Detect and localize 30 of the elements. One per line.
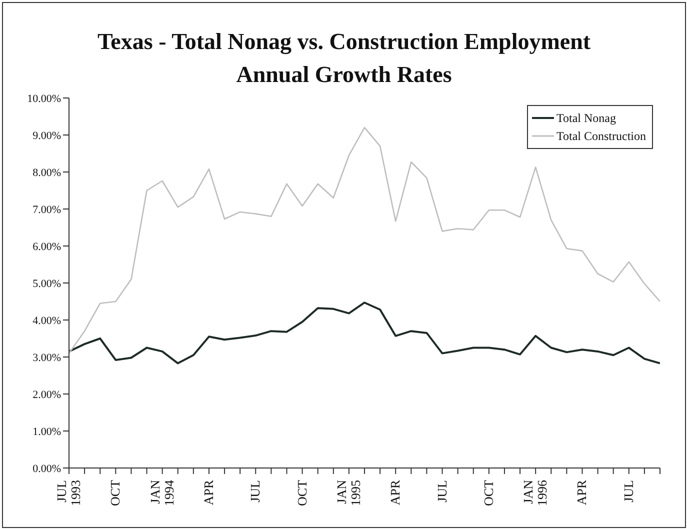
x-tick-label: JUL [620, 480, 636, 502]
x-tick-label: JAN 1995 [334, 479, 363, 506]
chart-title: Texas - Total Nonag vs. Construction Employment [96, 28, 592, 56]
x-tick-label: APR [388, 480, 403, 506]
legend-label: Total Construction [556, 128, 646, 145]
x-tick-label: JAN 1996 [520, 479, 550, 506]
y-tick-label: 7.00% [32, 204, 61, 216]
x-tick-label: JUL [434, 480, 450, 502]
chart-subtitle: Annual Growth Rates [235, 61, 453, 89]
x-tick-label: OCT [108, 480, 123, 506]
y-tick-label: 6.00% [32, 240, 61, 253]
line-series [69, 126, 660, 354]
y-tick-label: 8.00% [32, 166, 61, 179]
y-tick-label: 9.00% [32, 130, 61, 142]
y-tick-label: 4.00% [32, 314, 61, 327]
y-tick-label: 10.00% [27, 92, 61, 105]
x-tick-label: JAN 1994 [147, 479, 176, 506]
x-tick-label: APR [574, 480, 590, 506]
line-series [69, 302, 660, 364]
y-tick-label: 5.00% [32, 278, 61, 290]
x-tick-label: APR [200, 480, 216, 506]
y-tick-label: 1.00% [32, 426, 61, 438]
x-tick-label: JUL [248, 480, 263, 502]
legend-label: Total Nonag [556, 110, 616, 127]
y-tick-label: 3.00% [32, 352, 61, 364]
y-tick-label: 2.00% [32, 388, 61, 401]
x-tick-label: OCT [294, 480, 310, 506]
x-tick-label: JUL 1993 [54, 480, 83, 506]
y-tick-label: 0.00% [32, 462, 61, 475]
x-tick-label: OCT [480, 480, 496, 506]
